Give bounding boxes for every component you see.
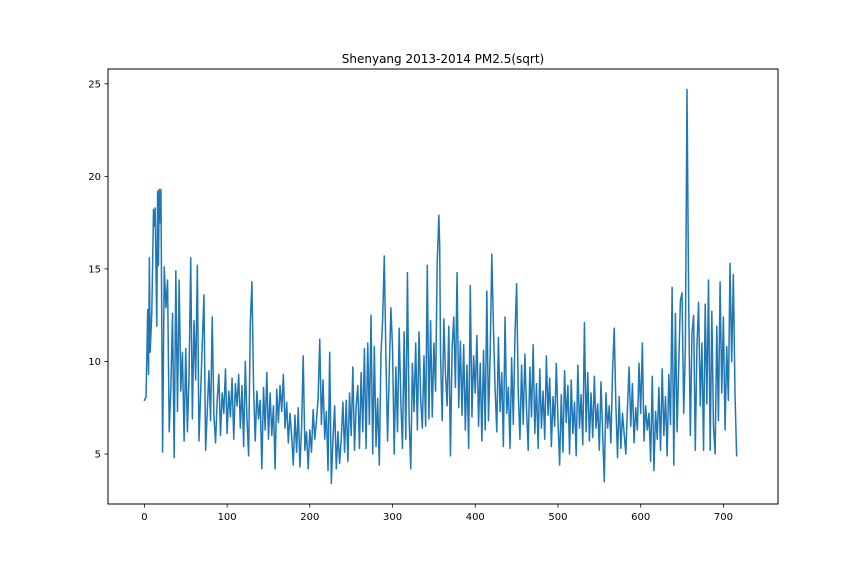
x-tick-label: 600: [631, 512, 650, 523]
x-tick-label: 100: [218, 512, 237, 523]
y-tick-label: 25: [88, 79, 101, 90]
x-tick-label: 400: [466, 512, 485, 523]
plot-frame: [107, 68, 779, 505]
plot-area: [107, 68, 779, 505]
x-tick-label: 200: [300, 512, 319, 523]
x-tick-label: 700: [714, 512, 733, 523]
y-tick-label: 20: [88, 172, 101, 183]
chart-title: Shenyang 2013-2014 PM2.5(sqrt): [342, 52, 544, 66]
x-axis: 0 100 200 300 400 500 600 700: [141, 504, 733, 523]
x-tick-label: 500: [548, 512, 567, 523]
x-tick-label: 300: [383, 512, 402, 523]
y-tick-label: 10: [88, 357, 101, 368]
plot-background: [108, 69, 778, 504]
y-axis: 5 10 15 20 25: [88, 79, 108, 461]
x-tick-label: 0: [141, 512, 147, 523]
y-tick-label: 15: [88, 264, 101, 275]
y-tick-label: 5: [95, 450, 101, 461]
series-line-pm25: [143, 88, 738, 485]
